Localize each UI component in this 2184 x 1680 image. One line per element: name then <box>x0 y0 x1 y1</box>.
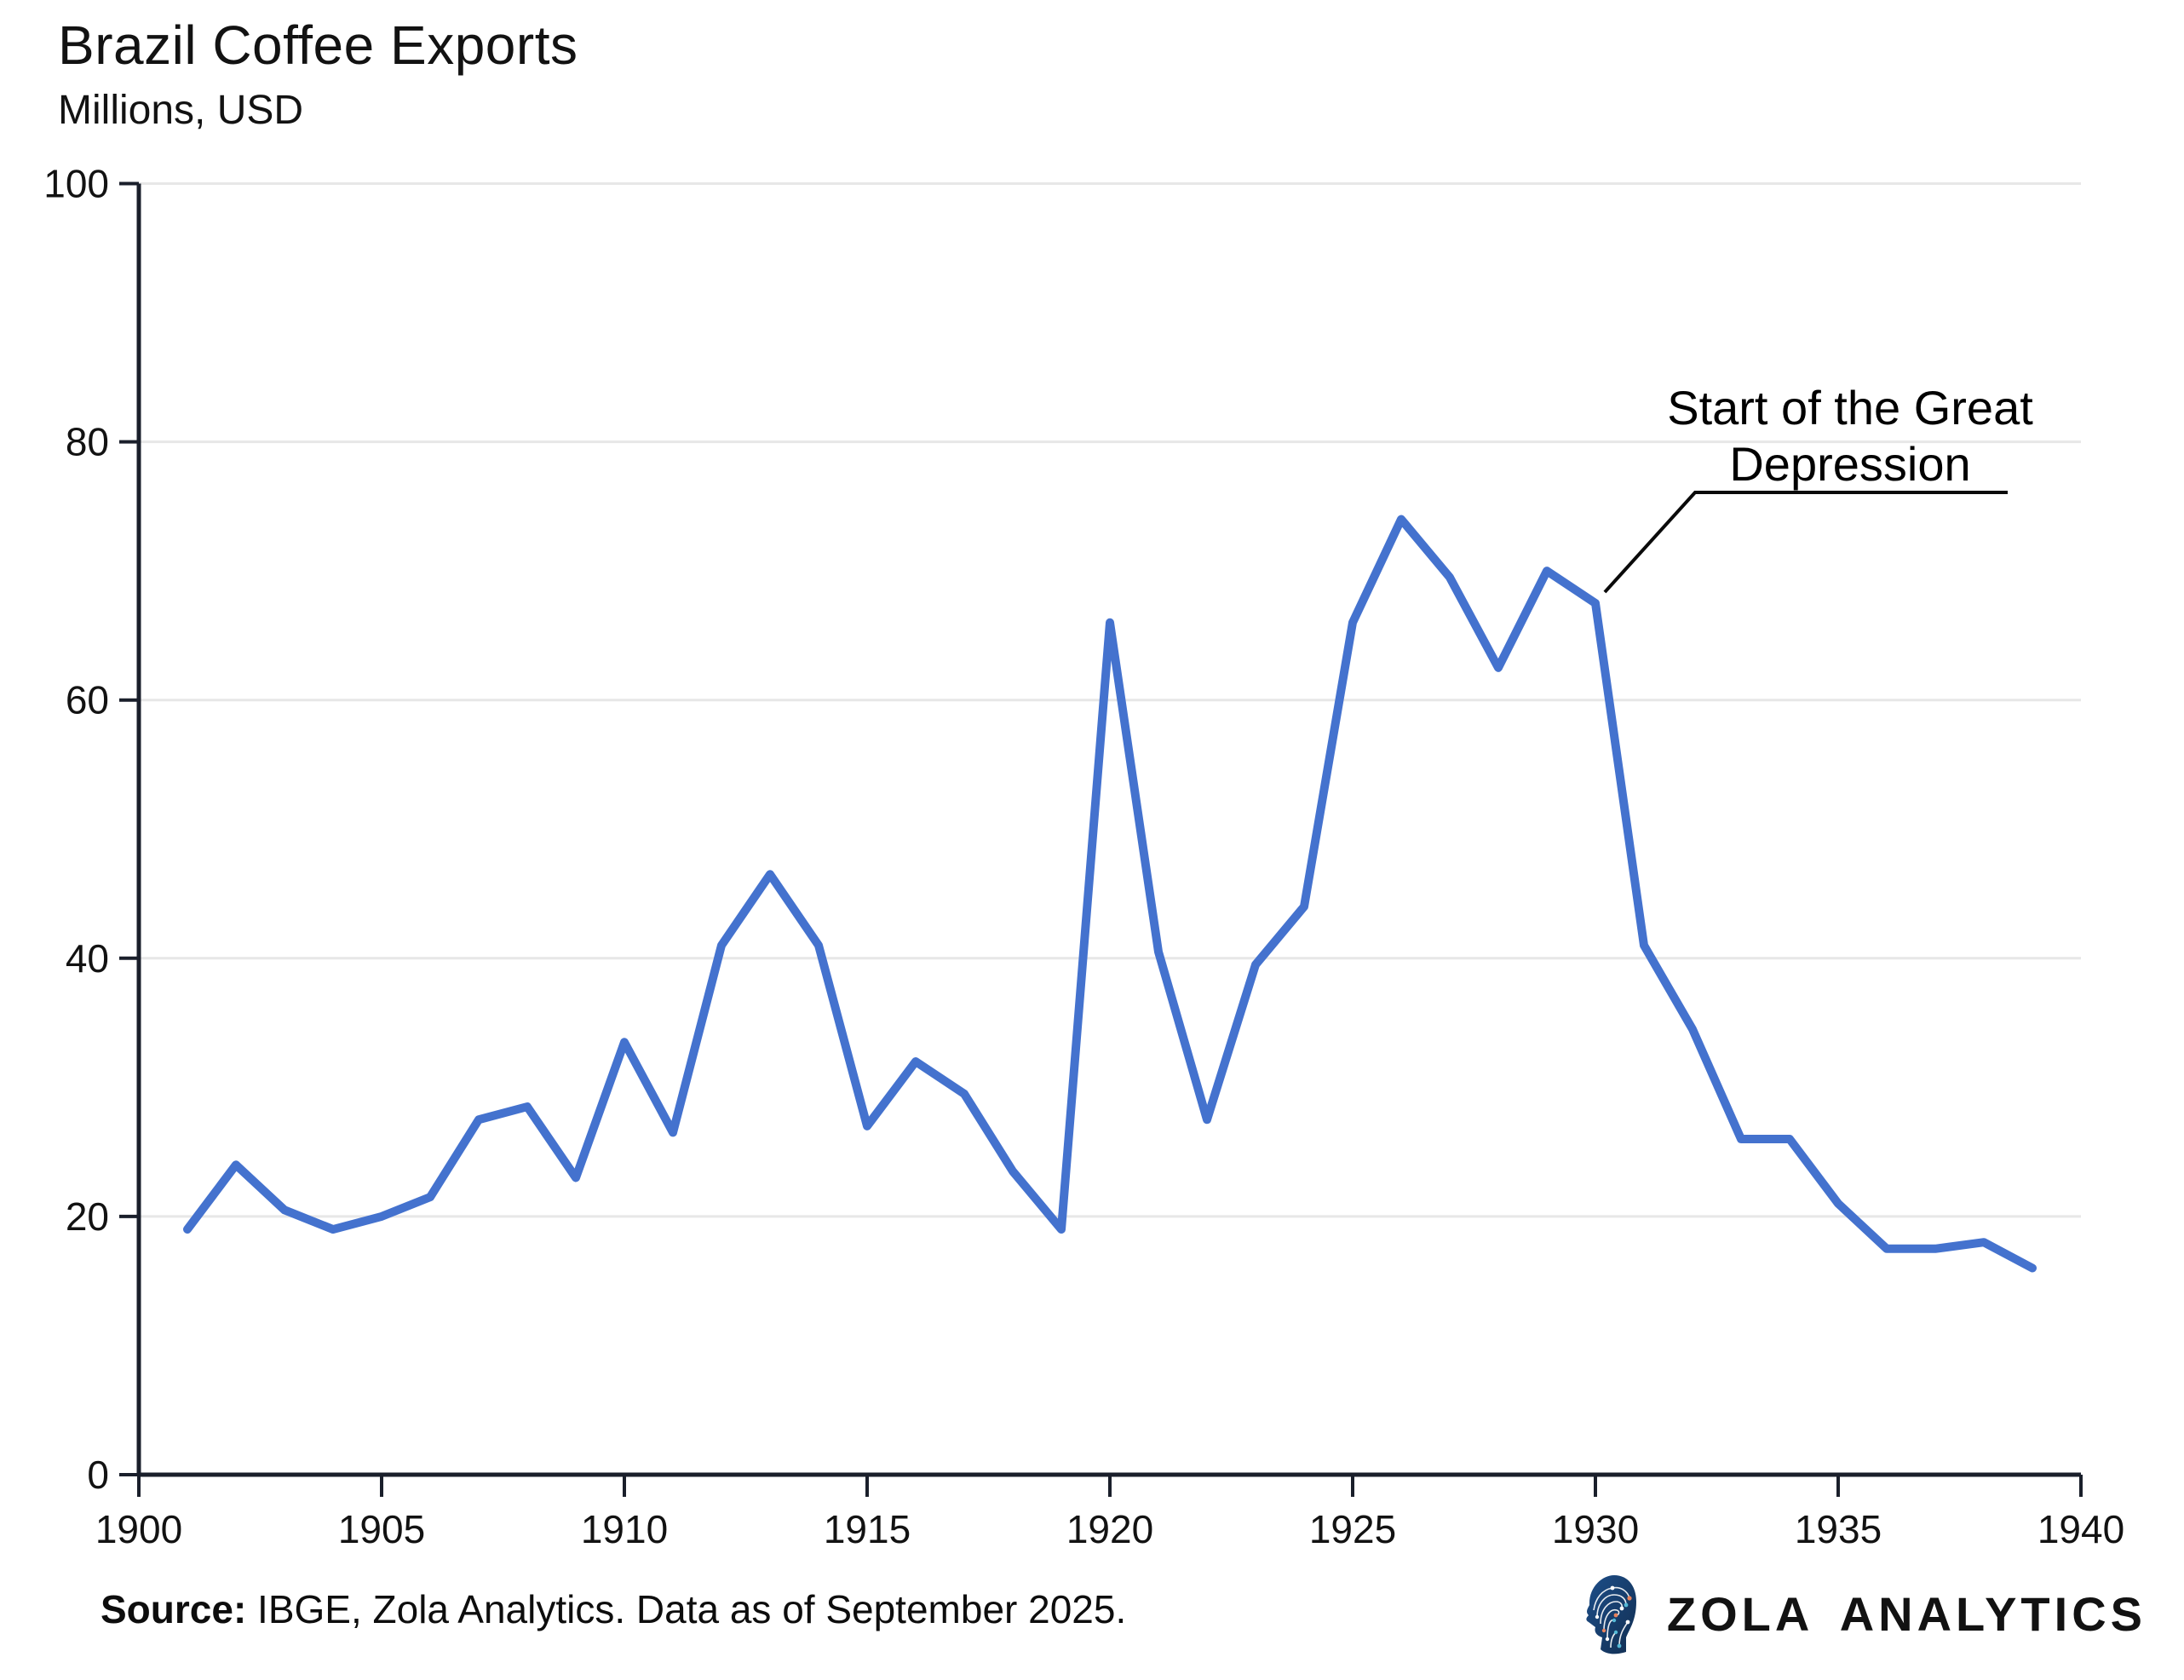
x-tick-label-1910: 1910 <box>581 1507 668 1551</box>
annotation-line1: Start of the Great <box>1667 381 2033 434</box>
chart-units-subtitle: Millions, USD <box>58 88 304 133</box>
y-tick-label-40: 40 <box>66 936 109 981</box>
annotation-leader-line <box>1603 491 2008 594</box>
y-tick-label-20: 20 <box>66 1194 109 1239</box>
x-tick-label-1940: 1940 <box>2037 1507 2124 1551</box>
source-text: IBGE, Zola Analytics. Data as of Septemb… <box>246 1587 1127 1631</box>
exports-line-series <box>183 515 2037 1273</box>
y-tick-label-100: 100 <box>43 162 109 206</box>
x-tick-label-1900: 1900 <box>95 1507 182 1551</box>
head-silhouette <box>1586 1575 1636 1654</box>
x-tick-label-1925: 1925 <box>1309 1507 1396 1551</box>
x-tick-label-1935: 1935 <box>1795 1507 1882 1551</box>
annotation-great-depression: Start of the Great Depression <box>1667 380 2033 492</box>
y-tick-label-60: 60 <box>66 678 109 722</box>
source-note: Source: IBGE, Zola Analytics. Data as of… <box>101 1586 1126 1632</box>
x-tick-label-1915: 1915 <box>824 1507 911 1551</box>
y-tick-label-80: 80 <box>66 420 109 464</box>
annotation-line2: Depression <box>1729 436 1971 491</box>
x-tick-label-1920: 1920 <box>1066 1507 1153 1551</box>
brand-name: ZOLA ANALYTICS <box>1666 1586 2147 1641</box>
circuit-head-logo-icon <box>1586 1575 1636 1654</box>
x-tick-label-1930: 1930 <box>1552 1507 1639 1551</box>
brand-lockup: ZOLA ANALYTICS <box>1582 1573 2147 1654</box>
y-tick-label-0: 0 <box>87 1453 109 1497</box>
circuit-dots <box>1595 1585 1632 1648</box>
x-tick-label-1905: 1905 <box>338 1507 425 1551</box>
page-title: Brazil Coffee Exports <box>58 14 578 76</box>
source-label: Source: <box>101 1587 247 1631</box>
